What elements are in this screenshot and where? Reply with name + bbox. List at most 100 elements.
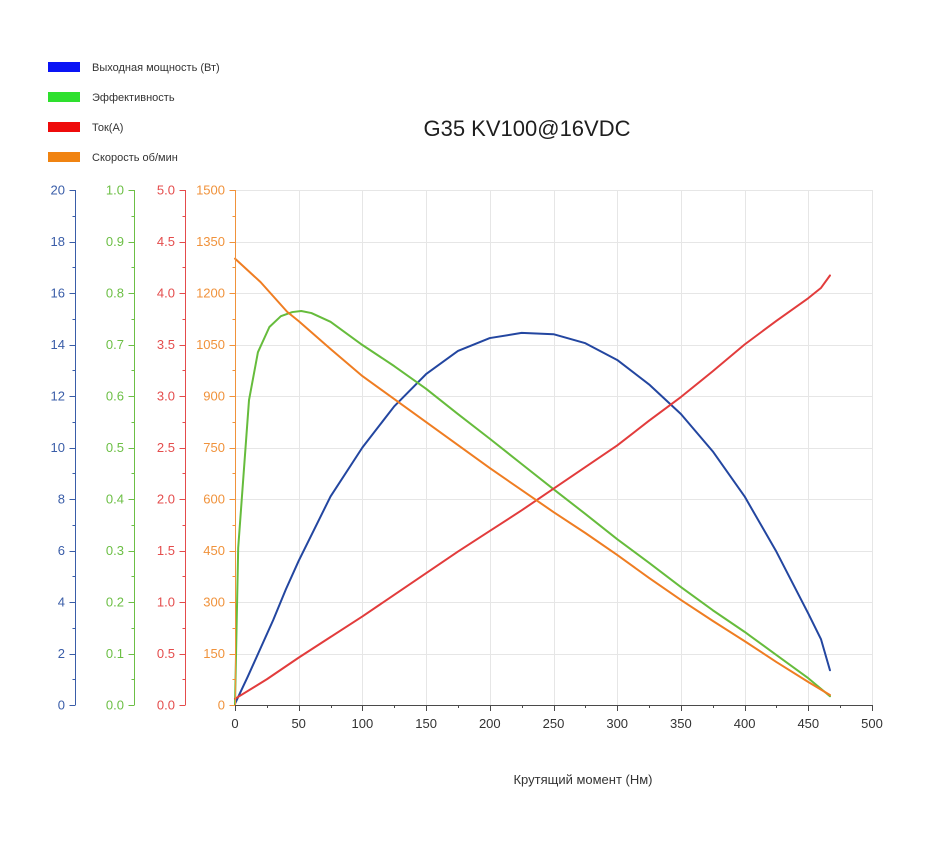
data-point [286, 310, 289, 313]
data-point [297, 656, 300, 659]
data-point [425, 387, 428, 390]
x-tick-label: 0 [231, 716, 238, 731]
grid [235, 190, 873, 706]
y-tick-label: 0.0 [157, 698, 175, 713]
y-tick-label: 0.6 [106, 389, 124, 404]
x-axis-title: Крутящий момент (Нм) [513, 772, 652, 787]
y-tick-label: 1200 [196, 286, 225, 301]
y-tick-label: 0.1 [106, 646, 124, 661]
data-point [552, 487, 555, 490]
y-tick-label: 0.4 [106, 492, 124, 507]
data-point [616, 444, 619, 447]
data-point [361, 615, 364, 618]
legend-label: Ток(A) [92, 122, 123, 134]
series-layer [234, 257, 831, 706]
legend-label: Выходная мощность (Вт) [92, 62, 220, 74]
data-point [648, 561, 651, 564]
x-tick-label: 50 [291, 716, 305, 731]
y-tick-label: 1.5 [157, 543, 175, 558]
x-tick-label: 250 [543, 716, 565, 731]
data-point [268, 325, 271, 328]
x-tick-label: 500 [861, 716, 883, 731]
x-tick-label: 100 [352, 716, 374, 731]
data-point [828, 694, 831, 697]
data-point [425, 572, 428, 575]
series-line [234, 331, 831, 705]
data-point [297, 320, 300, 323]
data-point [820, 638, 823, 641]
data-point [361, 375, 364, 378]
y-tick-label: 0.5 [106, 440, 124, 455]
data-point [775, 661, 778, 664]
data-point [425, 421, 428, 424]
series-2 [234, 310, 831, 706]
legend-item: Эффективность [48, 92, 175, 104]
y-tick-label: 6 [58, 543, 65, 558]
data-point [279, 315, 282, 318]
legend-item: Скорость об/мин [48, 152, 178, 164]
y-tick-label: 900 [203, 389, 225, 404]
data-point [648, 576, 651, 579]
data-point [520, 462, 523, 465]
data-point [616, 553, 619, 556]
data-point [711, 619, 714, 622]
data-point [272, 619, 275, 622]
data-point [256, 351, 259, 354]
data-point [711, 609, 714, 612]
data-point [584, 531, 587, 534]
y-tick-label: 0 [58, 698, 65, 713]
data-point [711, 370, 714, 373]
data-point [329, 347, 332, 350]
data-point [552, 333, 555, 336]
data-point [248, 399, 251, 402]
y-tick-label: 8 [58, 492, 65, 507]
y-axis-2: 0.0 0.1 0.2 0.3 0.4 0.5 0.6 0.7 0.8 0.9 1.0 [106, 183, 135, 713]
y-tick-label: 5.0 [157, 183, 175, 198]
data-point [488, 529, 491, 532]
data-point [246, 675, 249, 678]
data-point [488, 437, 491, 440]
x-tick-label: 200 [479, 716, 501, 731]
data-point [775, 319, 778, 322]
data-point [488, 337, 491, 340]
y-tick-label: 1500 [196, 183, 225, 198]
y-tick-label: 2.5 [157, 440, 175, 455]
y-tick-label: 0 [218, 698, 225, 713]
data-point [552, 511, 555, 514]
legend-swatch [48, 122, 80, 132]
legend-label: Эффективность [92, 92, 175, 104]
data-point [259, 281, 262, 284]
data-point [711, 450, 714, 453]
data-point [456, 349, 459, 352]
data-point [679, 396, 682, 399]
data-point [743, 630, 746, 633]
x-tick-label: 350 [670, 716, 692, 731]
chart-title: G35 KV100@16VDC [423, 116, 630, 141]
data-point [456, 444, 459, 447]
y-tick-label: 0.7 [106, 337, 124, 352]
y-tick-label: 0.2 [106, 595, 124, 610]
data-point [393, 398, 396, 401]
data-point [361, 344, 364, 347]
x-tick-label: 300 [606, 716, 628, 731]
data-point [743, 640, 746, 643]
data-point [807, 681, 810, 684]
x-axis: 0 50 100 150 200 250 300 350 400 450 500 [231, 705, 883, 731]
data-point [584, 512, 587, 515]
data-point [584, 342, 587, 345]
data-point [679, 598, 682, 601]
data-point [679, 586, 682, 589]
y-tick-label: 4.0 [157, 286, 175, 301]
y-tick-label: 16 [51, 286, 65, 301]
data-point [310, 312, 313, 315]
y-tick-label: 750 [203, 440, 225, 455]
y-axis-4: 0 150 300 450 600 750 900 1050 1200 1350 1500 [196, 183, 236, 713]
data-point [743, 495, 746, 498]
data-point [297, 559, 300, 562]
data-point [393, 593, 396, 596]
y-tick-label: 0.9 [106, 234, 124, 249]
series-3 [234, 274, 831, 700]
x-tick-label: 150 [415, 716, 437, 731]
legend-item: Выходная мощность (Вт) [48, 62, 220, 74]
y-tick-label: 3.0 [157, 389, 175, 404]
